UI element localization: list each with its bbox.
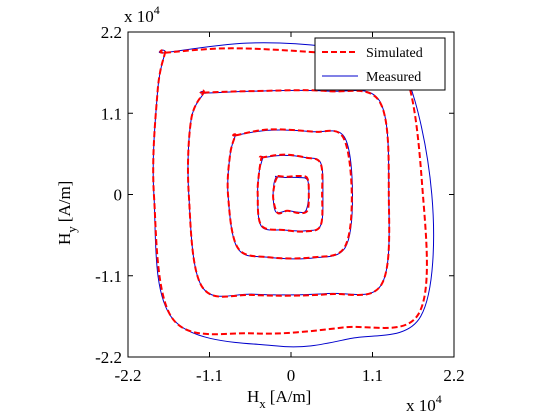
y-multiplier: x 104: [124, 3, 160, 26]
y-tick-label: -1.1: [95, 267, 122, 286]
x-tick-label: -1.1: [196, 366, 223, 385]
x-tick-label: -2.2: [115, 366, 142, 385]
series-measured-loop-3: [227, 129, 354, 260]
series-simulated-loop-4: [186, 89, 391, 298]
x-tick-label: 0: [287, 366, 296, 385]
y-tick-label: 0: [114, 186, 123, 205]
legend-label-simulated: Simulated: [366, 46, 423, 61]
series-measured-loop-1: [272, 175, 310, 214]
series-measured-loop-2: [257, 154, 324, 232]
series-measured-loop-4: [187, 89, 390, 297]
x-multiplier: x 104: [406, 392, 442, 415]
series-simulated-loop-2: [256, 153, 324, 233]
series-simulated-loop-3: [226, 128, 353, 260]
x-tick-label: 1.1: [362, 366, 383, 385]
x-axis-label: Hx [A/m]: [247, 387, 311, 411]
legend: Simulated Measured: [314, 37, 446, 91]
x-tick-label: 2.2: [443, 366, 464, 385]
legend-box: [314, 37, 446, 91]
series-simulated-loop-1: [272, 174, 310, 215]
y-tick-label: 2.2: [101, 23, 122, 42]
y-axis-ticks: -2.2 -1.1 0 1.1 2.2: [95, 23, 454, 367]
legend-label-measured: Measured: [366, 70, 421, 85]
x-axis-ticks: -2.2 -1.1 0 1.1 2.2: [115, 32, 465, 385]
y-axis-label: Hy[A/m]: [55, 181, 79, 245]
y-tick-label: -2.2: [95, 348, 122, 367]
y-tick-label: 1.1: [101, 104, 122, 123]
